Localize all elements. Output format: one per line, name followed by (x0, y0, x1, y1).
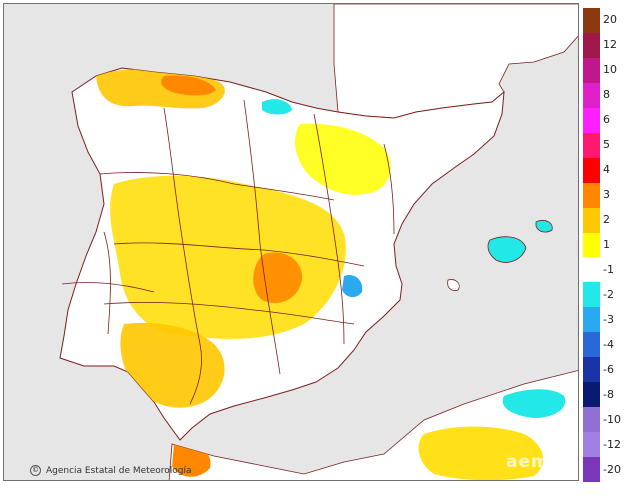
legend-swatch (583, 357, 600, 383)
anomaly-patch-cold-east (342, 274, 363, 298)
legend-label: 5 (603, 138, 610, 152)
legend-swatch (583, 257, 600, 283)
anomaly-patch-cold-centre (262, 99, 292, 115)
anomaly-patch-south (120, 322, 225, 408)
legend-label: -4 (603, 337, 614, 351)
legend-swatch (583, 382, 600, 408)
anomaly-patch-north-red (161, 75, 216, 96)
legend-swatch (583, 182, 600, 209)
legend-label: -2 (603, 287, 614, 301)
island-ibiza (447, 279, 460, 291)
africa-patch-warm-east (418, 426, 544, 480)
legend-swatch (583, 282, 600, 308)
aemet-watermark: aemet (506, 452, 572, 472)
legend-swatch (583, 57, 600, 84)
legend-label: 20 (603, 13, 617, 27)
legend-label: 8 (603, 88, 610, 102)
agency-credit: © Agencia Estatal de Meteorología (30, 465, 192, 476)
island-menorca (535, 220, 553, 233)
legend-label: -10 (603, 412, 621, 426)
legend-swatch (583, 407, 600, 433)
legend-label: 1 (603, 238, 610, 251)
legend-label: -1 (603, 262, 614, 276)
legend-swatch (583, 457, 600, 483)
legend-label: 12 (603, 38, 617, 52)
legend-swatch (583, 157, 600, 184)
legend-label: -12 (603, 437, 621, 451)
anomaly-map (59, 4, 578, 480)
map-frame (3, 3, 579, 481)
africa-patch-cold (502, 389, 566, 418)
legend-swatch (583, 107, 600, 134)
agency-name: Agencia Estatal de Meteorología (46, 465, 192, 476)
legend-swatch (583, 332, 600, 358)
france-landmass (333, 4, 578, 119)
legend-colorbar (583, 8, 600, 483)
anomaly-patch-centre-hot (253, 252, 303, 304)
legend-swatch (583, 307, 600, 333)
legend-swatch (583, 432, 600, 458)
legend-label: 6 (603, 113, 610, 127)
island-mallorca (487, 236, 527, 263)
region-borders (61, 99, 395, 405)
legend-label: -20 (603, 462, 621, 476)
legend-label: -6 (603, 362, 614, 376)
legend-label: 10 (603, 63, 617, 77)
copyright-icon: © (30, 465, 41, 476)
legend-swatch (583, 207, 600, 234)
legend-swatch (583, 8, 600, 34)
legend-label: -3 (603, 312, 614, 326)
legend-label: 4 (603, 163, 610, 177)
legend-label: 2 (603, 213, 610, 227)
legend-swatch (583, 82, 600, 109)
legend-swatch (583, 232, 600, 258)
legend-swatch (583, 132, 600, 159)
legend-label: 3 (603, 188, 610, 202)
legend-swatch (583, 32, 600, 59)
legend-label: -8 (603, 387, 614, 401)
